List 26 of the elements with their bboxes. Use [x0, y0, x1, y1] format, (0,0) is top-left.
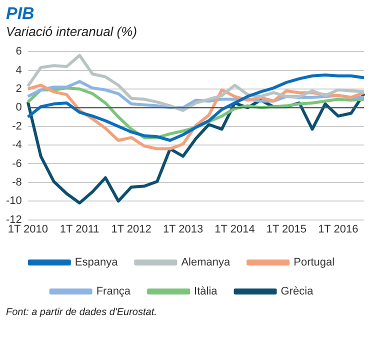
chart-subtitle: Variació interanual (%) [6, 24, 138, 39]
x-tick-label: 1T 2014 [214, 223, 255, 236]
y-tick-label: -4 [12, 139, 22, 152]
y-tick-label: -12 [6, 214, 22, 226]
y-tick-label: 4 [16, 64, 22, 76]
y-tick-label: -8 [12, 176, 22, 188]
x-tick-label: 1T 2012 [111, 223, 152, 236]
legend-label: Grècia [280, 286, 314, 298]
x-tick-label: 1T 2013 [162, 223, 204, 236]
legend-label: Itàlia [194, 286, 218, 298]
text: Font: a partir de dades d'Eurostat. [5, 307, 158, 318]
legend-label: Portugal [294, 256, 335, 269]
y-tick-label: 2 [16, 83, 22, 96]
y-tick-label: 6 [16, 46, 22, 58]
y-tick-label: -10 [6, 195, 22, 208]
x-tick-label: 1T 2015 [266, 223, 307, 236]
x-tick-label: 1T 2010 [8, 223, 48, 236]
legend-label: Espanya [74, 256, 119, 269]
x-tick-label: 1T 2011 [60, 223, 100, 236]
y-tick-label: -2 [12, 120, 22, 132]
y-tick-label: 0 [16, 102, 22, 114]
legend-label: França [96, 286, 132, 298]
legend-label: Alemanya [181, 256, 232, 269]
chart-title: PIB [6, 4, 36, 24]
y-tick-label: -6 [12, 158, 22, 170]
x-tick-label: 1T 2016 [318, 223, 358, 236]
